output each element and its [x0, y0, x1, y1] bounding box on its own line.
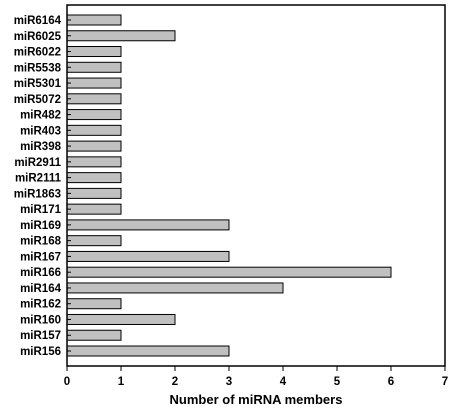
x-axis-ticks: 0 1 2 3 4 5 6 7 — [64, 366, 448, 388]
bar-miR6164 — [66, 14, 122, 26]
x-tick-label: 3 — [226, 376, 232, 388]
category-label: miR398 — [20, 141, 62, 153]
category-label: miR160 — [20, 314, 61, 326]
category-labels: miR6164 miR6025 miR6022 miR5538 miR5301 miR50… — [14, 15, 71, 358]
bar-miR156 — [66, 345, 230, 357]
category-label: miR5301 — [14, 78, 62, 90]
category-label: miR156 — [20, 346, 61, 358]
bar-miR398 — [66, 140, 122, 152]
bar-miR166 — [66, 266, 392, 278]
category-label: miR171 — [20, 204, 62, 216]
category-label: miR164 — [20, 283, 62, 295]
category-label: miR5072 — [14, 94, 61, 106]
bar-miR167 — [66, 250, 230, 262]
x-tick-label: 4 — [280, 376, 287, 388]
category-label: miR2911 — [14, 157, 61, 169]
category-label: miR166 — [20, 267, 61, 279]
category-label: miR157 — [20, 330, 61, 342]
bar-miR482 — [66, 109, 122, 121]
bar-miR2911 — [66, 156, 122, 168]
category-label: miR5538 — [14, 62, 62, 74]
x-tick-label: 5 — [334, 376, 341, 388]
bars-layer — [66, 14, 392, 357]
plot-area-frame — [66, 4, 446, 367]
bar-miR2111 — [66, 172, 122, 184]
category-label: miR6025 — [14, 31, 62, 43]
bar-miR169 — [66, 219, 230, 231]
category-label: miR6022 — [14, 47, 61, 59]
category-label: miR2111 — [15, 173, 62, 185]
bar-miR6025 — [66, 30, 176, 42]
x-axis-title: Number of miRNA members — [170, 392, 343, 407]
category-label: miR169 — [20, 220, 61, 232]
x-tick-label: 2 — [172, 376, 178, 388]
bar-miR162 — [66, 298, 122, 310]
category-label: miR6164 — [14, 15, 62, 27]
x-tick-label: 0 — [64, 376, 70, 388]
bar-miR5072 — [66, 93, 122, 105]
category-label: miR162 — [20, 299, 61, 311]
x-tick-label: 1 — [118, 376, 125, 388]
bar-miR5538 — [66, 61, 122, 73]
category-label: miR482 — [20, 110, 61, 122]
bar-miR168 — [66, 235, 122, 247]
category-label: miR403 — [20, 125, 61, 137]
category-label: miR1863 — [14, 188, 61, 200]
x-tick-label: 7 — [442, 376, 448, 388]
bar-miR160 — [66, 313, 176, 325]
bar-miR157 — [66, 329, 122, 341]
bar-miR5301 — [66, 77, 122, 89]
category-label: miR168 — [20, 236, 62, 248]
x-tick-label: 6 — [388, 376, 394, 388]
bar-miR171 — [66, 203, 122, 215]
bar-miR6022 — [66, 46, 122, 58]
category-label: miR167 — [20, 251, 61, 263]
bar-miR1863 — [66, 187, 122, 199]
bar-miR403 — [66, 124, 122, 136]
bar-miR164 — [66, 282, 284, 294]
